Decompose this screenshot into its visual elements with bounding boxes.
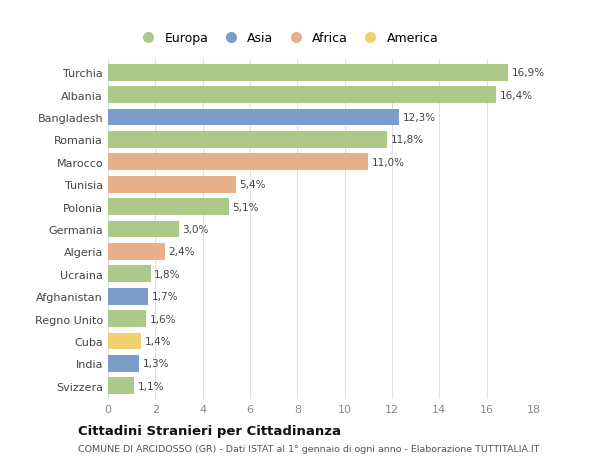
Text: 2,4%: 2,4% <box>169 247 195 257</box>
Bar <box>108 266 151 283</box>
Text: COMUNE DI ARCIDOSSO (GR) - Dati ISTAT al 1° gennaio di ogni anno - Elaborazione : COMUNE DI ARCIDOSSO (GR) - Dati ISTAT al… <box>78 444 539 453</box>
Text: 11,8%: 11,8% <box>391 135 424 145</box>
Bar <box>108 176 236 193</box>
Bar <box>108 154 368 171</box>
Text: 1,4%: 1,4% <box>145 336 171 346</box>
Bar <box>108 87 496 104</box>
Bar <box>108 310 146 327</box>
Bar <box>108 288 148 305</box>
Text: 5,4%: 5,4% <box>239 180 266 190</box>
Bar <box>108 221 179 238</box>
Text: 16,4%: 16,4% <box>500 90 533 101</box>
Legend: Europa, Asia, Africa, America: Europa, Asia, Africa, America <box>132 28 442 49</box>
Text: 1,1%: 1,1% <box>137 381 164 391</box>
Text: 5,1%: 5,1% <box>232 202 259 212</box>
Text: 11,0%: 11,0% <box>372 157 405 168</box>
Text: 12,3%: 12,3% <box>403 113 436 123</box>
Bar <box>108 199 229 216</box>
Text: 16,9%: 16,9% <box>512 68 545 78</box>
Text: 1,7%: 1,7% <box>152 291 178 302</box>
Bar <box>108 132 387 149</box>
Bar <box>108 355 139 372</box>
Bar <box>108 333 141 350</box>
Text: 1,6%: 1,6% <box>149 314 176 324</box>
Bar <box>108 109 399 126</box>
Bar <box>108 243 165 260</box>
Text: 3,0%: 3,0% <box>182 224 209 235</box>
Bar <box>108 378 134 394</box>
Text: 1,8%: 1,8% <box>154 269 181 279</box>
Text: Cittadini Stranieri per Cittadinanza: Cittadini Stranieri per Cittadinanza <box>78 424 341 437</box>
Bar <box>108 65 508 81</box>
Text: 1,3%: 1,3% <box>142 358 169 369</box>
